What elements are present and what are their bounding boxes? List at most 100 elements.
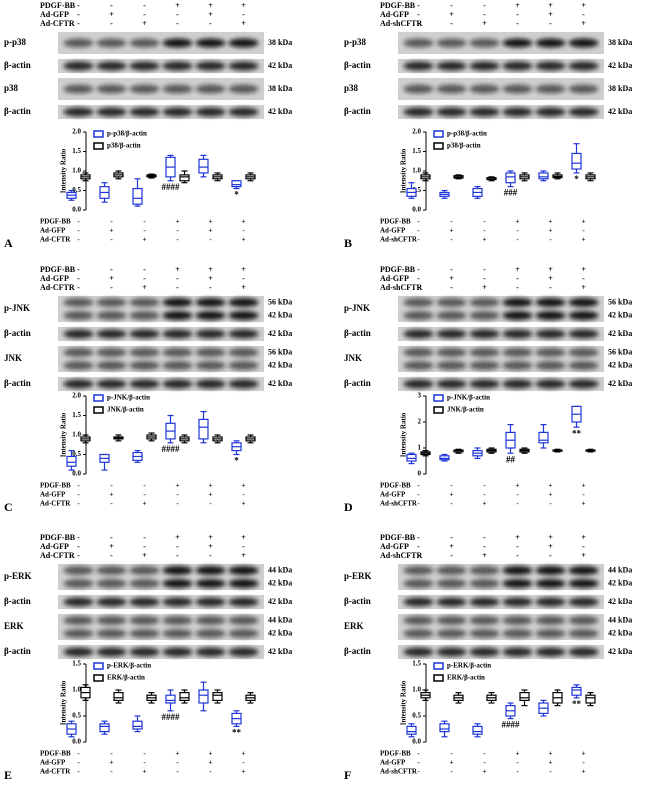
treatment-sign: - (176, 491, 179, 499)
y-tick-label: 2.0 (412, 128, 421, 136)
treatment-sign: - (516, 19, 519, 28)
treatment-label: PDGF-BB (380, 750, 411, 758)
blot-band (436, 566, 467, 575)
treatment-sign: + (482, 283, 487, 292)
treatment-sign: - (417, 236, 420, 244)
significance-mark: #### (502, 720, 521, 730)
treatment-sign: - (483, 533, 486, 542)
blot-label: β-actin (344, 378, 371, 388)
blot-band (469, 616, 500, 625)
blot-band (535, 379, 566, 389)
blot-band (469, 329, 500, 339)
legend-label: ERK/β-actin (107, 674, 145, 682)
blot-band (63, 597, 94, 607)
blot-band (535, 579, 566, 588)
treatment-sign: - (417, 274, 420, 283)
treatment-sign: + (449, 274, 454, 283)
blot-band (195, 107, 226, 117)
kda-label: 44 kDa (268, 615, 292, 624)
blot-band (535, 84, 566, 94)
legend-swatch (93, 130, 104, 138)
treatment-label: Ad-CFTR (40, 500, 71, 508)
blot-band (195, 298, 226, 307)
treatment-sign: - (516, 491, 519, 499)
treatment-sign: - (77, 218, 80, 226)
treatment-sign: - (483, 482, 486, 490)
treatment-sign: + (581, 19, 586, 28)
treatment-sign: - (417, 759, 420, 767)
treatment-sign: + (483, 500, 487, 508)
panel-label: C (4, 500, 13, 514)
blot-band (228, 647, 259, 657)
blot-label: β-actin (4, 60, 31, 70)
treatment-sign: - (77, 10, 80, 19)
treatment-sign: - (176, 500, 179, 508)
treatment-sign: - (516, 500, 519, 508)
blot-band (469, 647, 500, 657)
blot-band (195, 579, 226, 588)
blot-band (436, 84, 467, 94)
blot-band (436, 298, 467, 307)
treatment-sign: - (582, 274, 585, 283)
blot-band (96, 647, 127, 657)
treatment-sign: + (208, 265, 213, 274)
blot-band (436, 107, 467, 117)
legend-label: ERK/β-actin (447, 674, 485, 682)
kda-label: 38 kDa (268, 38, 292, 47)
treatment-sign: - (77, 551, 80, 560)
y-tick-label: 1 (418, 444, 422, 452)
blot-band (502, 379, 533, 389)
treatment-label: Ad-CFTR (40, 768, 71, 776)
blot-band (129, 84, 160, 94)
blot-band (195, 647, 226, 657)
treatment-label: Ad-GFP (380, 227, 406, 235)
treatment-label: PDGF-BB (380, 482, 411, 490)
box (472, 725, 483, 735)
treatment-sign: - (242, 227, 245, 235)
treatment-sign: - (176, 759, 179, 767)
treatment-sign: + (515, 265, 520, 274)
blot-background (58, 614, 264, 640)
treatment-sign: + (549, 482, 553, 490)
significance-mark: #### (162, 444, 181, 454)
kda-label: 42 kDa (608, 360, 632, 369)
box (406, 725, 417, 735)
y-tick-label: 1.0 (412, 167, 421, 175)
treatment-sign: + (549, 491, 553, 499)
kda-label: 42 kDa (608, 329, 632, 338)
box (231, 180, 242, 188)
treatment-label: PDGF-BB (40, 482, 71, 490)
treatment-label: PDGF-BB (40, 533, 76, 542)
treatment-sign: + (110, 759, 114, 767)
kda-label: 42 kDa (268, 379, 292, 388)
treatment-sign: - (417, 218, 420, 226)
blot-band (195, 311, 226, 320)
treatment-sign: + (175, 265, 180, 274)
blot-band (63, 629, 94, 638)
treatment-sign: - (209, 283, 212, 292)
treatment-sign: - (176, 19, 179, 28)
treatment-sign: - (77, 283, 80, 292)
blot-band (403, 107, 434, 117)
treatment-label: Ad-CFTR (40, 283, 75, 292)
kda-label: 38 kDa (268, 84, 292, 93)
treatment-label: Ad-GFP (40, 491, 66, 499)
blot-band (469, 107, 500, 117)
treatment-label: Ad-GFP (40, 542, 69, 551)
treatment-sign: + (449, 542, 454, 551)
y-axis-label: Intensity Ratio (400, 148, 408, 193)
box (406, 453, 417, 462)
blot-band (502, 566, 533, 575)
blot-band (195, 84, 226, 94)
treatment-sign: - (417, 542, 420, 551)
blot-band (535, 348, 566, 357)
blot-band (228, 348, 259, 357)
treatment-sign: - (417, 1, 420, 10)
treatment-sign: + (582, 768, 586, 776)
treatment-sign: - (77, 482, 80, 490)
legend-label: p-JNK/β-actin (107, 394, 150, 402)
legend-swatch (433, 406, 444, 414)
blot-band (403, 616, 434, 625)
blot-band (162, 629, 193, 638)
blot-band (195, 379, 226, 389)
